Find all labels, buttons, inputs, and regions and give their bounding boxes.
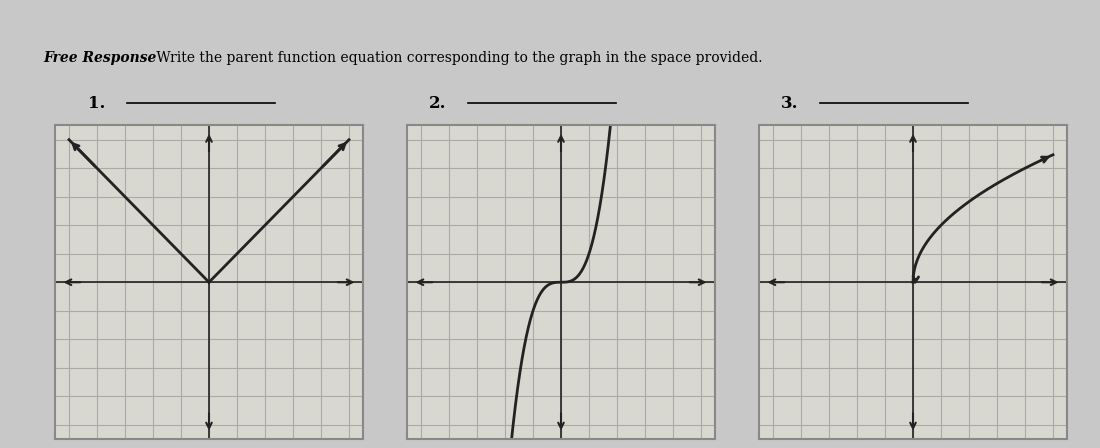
Text: 2.: 2. [429,95,447,112]
Text: 3.: 3. [781,95,799,112]
Text: Write the parent function equation corresponding to the graph in the space provi: Write the parent function equation corre… [152,51,762,65]
Text: 1.: 1. [88,95,106,112]
Text: Free Response: Free Response [43,51,156,65]
